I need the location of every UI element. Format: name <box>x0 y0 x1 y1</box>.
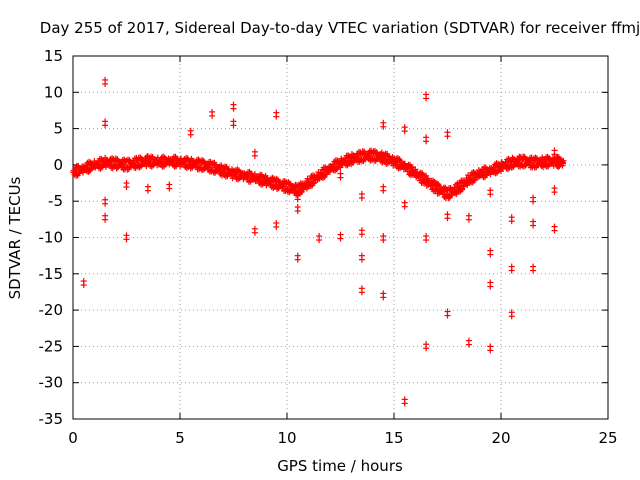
x-tick-label: 0 <box>68 429 78 447</box>
outlier-point <box>508 267 515 274</box>
outlier-point <box>358 194 365 201</box>
outlier-point <box>251 229 258 236</box>
outlier-point <box>487 347 494 354</box>
y-tick-label: 10 <box>44 83 63 101</box>
outlier-point <box>230 122 237 129</box>
outlier-point <box>401 128 408 135</box>
outlier-point <box>444 133 451 140</box>
outlier-point <box>209 112 216 119</box>
outlier-point <box>102 80 109 87</box>
y-tick-label: -20 <box>39 301 64 319</box>
outlier-point <box>123 236 130 243</box>
outlier-point <box>294 196 301 203</box>
outlier-point <box>487 191 494 198</box>
x-tick-label: 5 <box>175 429 185 447</box>
x-axis-tick-labels: 0 5 10 15 20 25 <box>68 429 617 447</box>
outlier-point <box>444 312 451 319</box>
outlier-point <box>380 237 387 244</box>
y-axis-tick-labels: -35 -30 -25 -20 -15 -10 -5 0 5 10 15 <box>39 47 64 428</box>
y-tick-label: 5 <box>53 120 63 138</box>
outlier-point <box>316 237 323 244</box>
y-tick-label: -15 <box>39 265 64 283</box>
outlier-point <box>551 227 558 234</box>
outlier-point <box>465 216 472 223</box>
outlier-point <box>380 294 387 301</box>
axis-ticks <box>72 55 609 420</box>
outlier-point <box>508 313 515 320</box>
outlier-point <box>508 218 515 225</box>
outlier-point <box>551 189 558 196</box>
y-tick-label: -5 <box>48 192 63 210</box>
y-tick-label: -10 <box>39 229 64 247</box>
outlier-point <box>102 200 109 207</box>
x-axis-label: GPS time / hours <box>277 457 403 475</box>
outlier-point <box>423 345 430 352</box>
outlier-point <box>401 400 408 407</box>
y-tick-label: -30 <box>39 374 64 392</box>
outlier-point <box>251 152 258 159</box>
outlier-point <box>380 123 387 130</box>
outlier-point <box>80 282 87 289</box>
outlier-point <box>144 157 151 164</box>
outlier-point <box>444 215 451 222</box>
outlier-point <box>551 151 558 158</box>
outlier-point <box>358 256 365 263</box>
outlier-point <box>423 237 430 244</box>
outlier-point <box>423 138 430 145</box>
outlier-point <box>123 184 130 191</box>
outlier-point <box>273 113 280 120</box>
outlier-point <box>530 222 537 229</box>
y-tick-label: -25 <box>39 337 64 355</box>
outlier-point <box>401 203 408 210</box>
outlier-point <box>358 231 365 238</box>
outlier-point <box>423 95 430 102</box>
outlier-point <box>294 256 301 263</box>
x-tick-label: 15 <box>384 429 403 447</box>
outlier-point <box>166 185 173 192</box>
outlier-point <box>465 341 472 348</box>
outlier-point <box>102 122 109 129</box>
outlier-point <box>273 223 280 230</box>
outlier-point <box>487 283 494 290</box>
outlier-point <box>358 289 365 296</box>
y-tick-label: 15 <box>44 47 63 65</box>
outlier-point <box>337 235 344 242</box>
trend-point <box>560 159 567 166</box>
x-tick-label: 25 <box>598 429 617 447</box>
outlier-point <box>530 198 537 205</box>
outlier-point <box>380 187 387 194</box>
outlier-point <box>187 131 194 138</box>
y-axis-label: SDTVAR / TECUs <box>6 176 24 299</box>
chart-title: Day 255 of 2017, Sidereal Day-to-day VTE… <box>40 19 640 37</box>
outlier-point <box>294 208 301 215</box>
outlier-point <box>144 187 151 194</box>
trend-point <box>559 162 566 169</box>
x-tick-label: 20 <box>491 429 510 447</box>
outlier-point <box>102 216 109 223</box>
outlier-point <box>487 251 494 258</box>
outlier-point <box>530 267 537 274</box>
outlier-point <box>230 105 237 112</box>
y-tick-label: -35 <box>39 410 64 428</box>
grid <box>73 56 608 419</box>
x-tick-label: 10 <box>277 429 296 447</box>
data-points <box>70 76 567 407</box>
outlier-point <box>337 174 344 181</box>
y-tick-label: 0 <box>53 156 63 174</box>
